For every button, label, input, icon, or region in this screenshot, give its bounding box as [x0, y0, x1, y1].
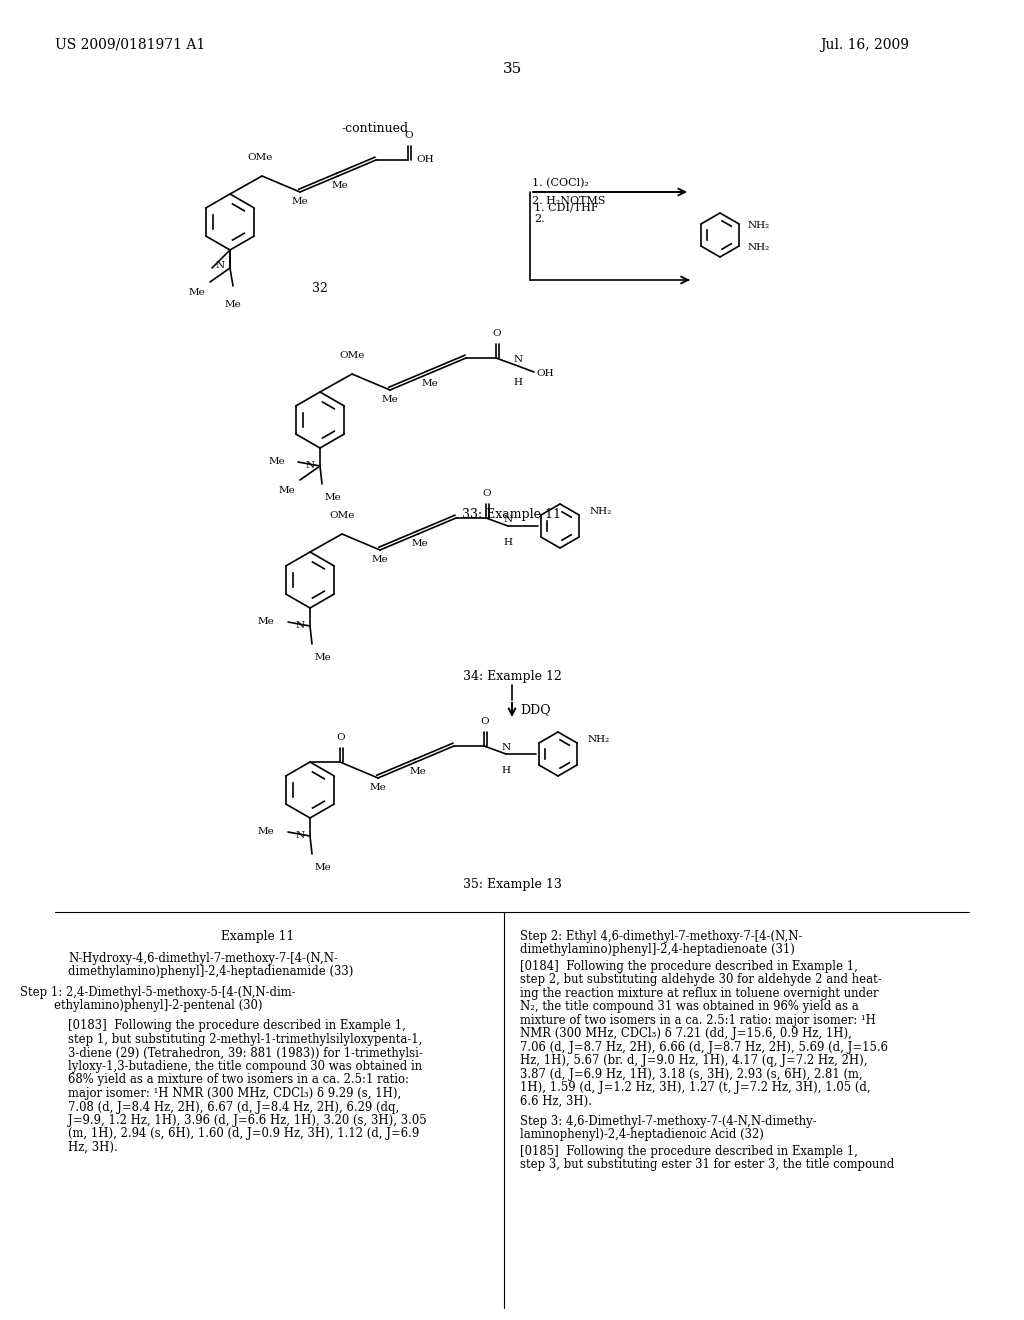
Text: 1. (COCl)₂: 1. (COCl)₂ [532, 178, 589, 187]
Text: N: N [296, 832, 305, 841]
Text: H: H [502, 766, 511, 775]
Text: N: N [502, 743, 511, 752]
Text: 35: 35 [503, 62, 521, 77]
Text: N: N [296, 622, 305, 631]
Text: ing the reaction mixture at reflux in toluene overnight under: ing the reaction mixture at reflux in to… [520, 987, 879, 999]
Text: -continued: -continued [341, 121, 409, 135]
Text: Me: Me [412, 539, 428, 548]
Text: step 2, but substituting aldehyde 30 for aldehyde 2 and heat-: step 2, but substituting aldehyde 30 for… [520, 973, 882, 986]
Text: dimethylamino)phenyl]-2,4-heptadienamide (33): dimethylamino)phenyl]-2,4-heptadienamide… [68, 965, 353, 978]
Text: N: N [504, 515, 513, 524]
Text: 68% yield as a mixture of two isomers in a ca. 2.5:1 ratio:: 68% yield as a mixture of two isomers in… [68, 1073, 409, 1086]
Text: 33: Example 11: 33: Example 11 [463, 508, 561, 521]
Text: Me: Me [224, 300, 242, 309]
Text: OH: OH [416, 156, 433, 165]
Text: Me: Me [332, 181, 348, 190]
Text: US 2009/0181971 A1: US 2009/0181971 A1 [55, 38, 205, 51]
Text: N: N [306, 462, 315, 470]
Text: [0183]  Following the procedure described in Example 1,: [0183] Following the procedure described… [68, 1019, 406, 1032]
Text: Me: Me [370, 783, 386, 792]
Text: Example 11: Example 11 [221, 931, 295, 942]
Text: NH₂: NH₂ [748, 243, 770, 252]
Text: NMR (300 MHz, CDCl₃) δ 7.21 (dd, J=15.6, 0.9 Hz, 1H),: NMR (300 MHz, CDCl₃) δ 7.21 (dd, J=15.6,… [520, 1027, 852, 1040]
Text: mixture of two isomers in a ca. 2.5:1 ratio: major isomer: ¹H: mixture of two isomers in a ca. 2.5:1 ra… [520, 1014, 876, 1027]
Text: O: O [337, 733, 345, 742]
Text: O: O [482, 488, 492, 498]
Text: N: N [216, 261, 225, 271]
Text: dimethylamino)phenyl]-2,4-heptadienoate (31): dimethylamino)phenyl]-2,4-heptadienoate … [520, 944, 795, 957]
Text: Me: Me [325, 492, 342, 502]
Text: 35: Example 13: 35: Example 13 [463, 878, 561, 891]
Text: step 3, but substituting ester 31 for ester 3, the title compound: step 3, but substituting ester 31 for es… [520, 1158, 894, 1171]
Text: Step 2: Ethyl 4,6-dimethyl-7-methoxy-7-[4-(N,N-: Step 2: Ethyl 4,6-dimethyl-7-methoxy-7-[… [520, 931, 803, 942]
Text: 2.: 2. [534, 214, 545, 224]
Text: (m, 1H), 2.94 (s, 6H), 1.60 (d, J=0.9 Hz, 3H), 1.12 (d, J=6.9: (m, 1H), 2.94 (s, 6H), 1.60 (d, J=0.9 Hz… [68, 1127, 419, 1140]
Text: Me: Me [422, 379, 438, 388]
Text: 7.08 (d, J=8.4 Hz, 2H), 6.67 (d, J=8.4 Hz, 2H), 6.29 (dq,: 7.08 (d, J=8.4 Hz, 2H), 6.67 (d, J=8.4 H… [68, 1101, 399, 1114]
Text: J=9.9, 1.2 Hz, 1H), 3.96 (d, J=6.6 Hz, 1H), 3.20 (s, 3H), 3.05: J=9.9, 1.2 Hz, 1H), 3.96 (d, J=6.6 Hz, 1… [68, 1114, 427, 1127]
Text: O: O [404, 131, 414, 140]
Text: O: O [480, 717, 489, 726]
Text: 3-diene (29) (Tetrahedron, 39: 881 (1983)) for 1-trimethylsi-: 3-diene (29) (Tetrahedron, 39: 881 (1983… [68, 1047, 423, 1060]
Text: Hz, 1H), 5.67 (br. d, J=9.0 Hz, 1H), 4.17 (q, J=7.2 Hz, 2H),: Hz, 1H), 5.67 (br. d, J=9.0 Hz, 1H), 4.1… [520, 1055, 867, 1067]
Text: OMe: OMe [248, 153, 272, 162]
Text: Me: Me [410, 767, 426, 776]
Text: Me: Me [257, 828, 274, 837]
Text: 34: Example 12: 34: Example 12 [463, 671, 561, 682]
Text: Step 1: 2,4-Dimethyl-5-methoxy-5-[4-(N,N-dim-: Step 1: 2,4-Dimethyl-5-methoxy-5-[4-(N,N… [20, 986, 296, 999]
Text: lyloxy-1,3-butadiene, the title compound 30 was obtained in: lyloxy-1,3-butadiene, the title compound… [68, 1060, 422, 1073]
Text: Me: Me [315, 863, 332, 873]
Text: Me: Me [372, 554, 388, 564]
Text: 1H), 1.59 (d, J=1.2 Hz, 3H), 1.27 (t, J=7.2 Hz, 3H), 1.05 (d,: 1H), 1.59 (d, J=1.2 Hz, 3H), 1.27 (t, J=… [520, 1081, 870, 1094]
Text: Me: Me [257, 618, 274, 627]
Text: N₂, the title compound 31 was obtained in 96% yield as a: N₂, the title compound 31 was obtained i… [520, 1001, 859, 1014]
Text: 1. CDI/THF: 1. CDI/THF [534, 202, 599, 213]
Text: Jul. 16, 2009: Jul. 16, 2009 [820, 38, 909, 51]
Text: Hz, 3H).: Hz, 3H). [68, 1140, 118, 1154]
Text: Me: Me [188, 288, 206, 297]
Text: OH: OH [536, 370, 554, 379]
Text: 2. H₂NOTMS: 2. H₂NOTMS [532, 195, 605, 206]
Text: Step 3: 4,6-Dimethyl-7-methoxy-7-(4-N,N-dimethy-: Step 3: 4,6-Dimethyl-7-methoxy-7-(4-N,N-… [520, 1115, 816, 1129]
Text: [0184]  Following the procedure described in Example 1,: [0184] Following the procedure described… [520, 960, 858, 973]
Text: 3.87 (d, J=6.9 Hz, 1H), 3.18 (s, 3H), 2.93 (s, 6H), 2.81 (m,: 3.87 (d, J=6.9 Hz, 1H), 3.18 (s, 3H), 2.… [520, 1068, 862, 1081]
Text: step 1, but substituting 2-methyl-1-trimethylsilyloxypenta-1,: step 1, but substituting 2-methyl-1-trim… [68, 1034, 422, 1045]
Text: OMe: OMe [330, 511, 354, 520]
Text: major isomer: ¹H NMR (300 MHz, CDCl₃) δ 9.29 (s, 1H),: major isomer: ¹H NMR (300 MHz, CDCl₃) δ … [68, 1086, 401, 1100]
Text: H: H [504, 539, 512, 546]
Text: laminophenyl)-2,4-heptadienoic Acid (32): laminophenyl)-2,4-heptadienoic Acid (32) [520, 1129, 764, 1142]
Text: 6.6 Hz, 3H).: 6.6 Hz, 3H). [520, 1094, 592, 1107]
Text: H: H [513, 378, 522, 387]
Text: Me: Me [315, 653, 332, 663]
Text: Me: Me [292, 197, 308, 206]
Text: 7.06 (d, J=8.7 Hz, 2H), 6.66 (d, J=8.7 Hz, 2H), 5.69 (d, J=15.6: 7.06 (d, J=8.7 Hz, 2H), 6.66 (d, J=8.7 H… [520, 1040, 888, 1053]
Text: O: O [493, 329, 502, 338]
Text: [0185]  Following the procedure described in Example 1,: [0185] Following the procedure described… [520, 1144, 858, 1158]
Text: Me: Me [268, 458, 285, 466]
Text: NH₂: NH₂ [588, 735, 610, 744]
Text: N: N [513, 355, 522, 364]
Text: OMe: OMe [339, 351, 365, 360]
Text: Me: Me [279, 486, 295, 495]
Text: N-Hydroxy-4,6-dimethyl-7-methoxy-7-[4-(N,N-: N-Hydroxy-4,6-dimethyl-7-methoxy-7-[4-(N… [68, 952, 338, 965]
Text: ethylamino)phenyl]-2-pentenal (30): ethylamino)phenyl]-2-pentenal (30) [53, 999, 262, 1012]
Text: NH₂: NH₂ [590, 507, 612, 516]
Text: DDQ: DDQ [520, 704, 551, 717]
Text: Me: Me [382, 395, 398, 404]
Text: 32: 32 [312, 282, 328, 294]
Text: NH₂: NH₂ [748, 220, 770, 230]
